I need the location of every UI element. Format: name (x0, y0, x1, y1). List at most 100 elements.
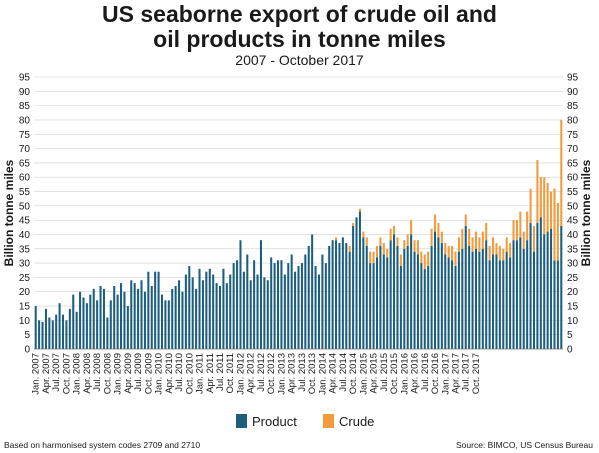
bar-product (96, 300, 99, 349)
bar-product (495, 254, 498, 349)
bar-product (140, 280, 143, 349)
bar-crude (556, 202, 559, 261)
bar-product (85, 303, 88, 349)
bar-product (273, 263, 276, 349)
y-tick-label-right: 5 (567, 330, 573, 341)
bar-product (335, 240, 338, 349)
x-tick-label: Oct. 2007 (61, 353, 72, 394)
bar-product (294, 271, 297, 349)
bar-product (246, 254, 249, 349)
bars (34, 119, 563, 349)
y-tick-label-left: 30 (19, 259, 31, 270)
bar-product (55, 314, 58, 349)
x-tick-label: Jan. 2014 (317, 353, 328, 395)
bar-product (256, 274, 259, 349)
bar-product (515, 240, 518, 349)
x-tick-label: Oct. 2012 (266, 353, 277, 394)
y-tick-label-right: 25 (567, 273, 579, 284)
bar-product (532, 251, 536, 349)
bar-product (283, 274, 286, 349)
bar-product (75, 311, 78, 349)
bar-crude (457, 237, 460, 252)
y-tick-label-left: 90 (19, 87, 31, 98)
bar-product (38, 320, 41, 349)
bar-crude (362, 231, 365, 238)
bar-product (543, 234, 546, 349)
bar-crude (396, 237, 399, 246)
x-tick-label: Oct. 2009 (143, 353, 154, 394)
bar-product (396, 245, 399, 349)
x-tick-label: Jul. 2011 (215, 353, 226, 391)
y-tick-label-left: 25 (19, 273, 31, 284)
bar-crude (488, 245, 491, 261)
bar-crude (420, 251, 423, 264)
bar-crude (519, 211, 522, 238)
bar-product (454, 265, 457, 349)
legend-swatch-product (236, 414, 247, 428)
x-tick-label: Jan. 2007 (31, 353, 42, 395)
x-tick-label: Jan. 2008 (72, 353, 83, 395)
bar-product (550, 228, 553, 349)
bar-product (160, 294, 164, 349)
x-tick-label: Jan. 2010 (154, 353, 165, 395)
bar-product (208, 268, 211, 349)
x-tick-label: Jul. 2009 (133, 353, 144, 392)
bar-crude (427, 251, 430, 266)
x-tick-label: Jan. 2009 (113, 353, 124, 395)
y-tick-label-left: 95 (19, 73, 31, 84)
x-tick-label: Oct. 2010 (184, 353, 195, 394)
bar-product (522, 248, 525, 349)
bar-crude (403, 240, 406, 249)
bar-crude (423, 254, 426, 269)
bar-crude (539, 177, 542, 218)
bar-product (430, 245, 433, 349)
bar-crude (546, 182, 549, 232)
bar-product (225, 283, 228, 349)
bar-crude (348, 245, 351, 252)
bar-product (79, 291, 82, 349)
bar-product (324, 263, 327, 349)
bar-crude (433, 214, 437, 232)
bar-product (109, 300, 112, 349)
y-tick-label-left: 45 (19, 216, 31, 227)
footnote: Based on harmonised system codes 2709 an… (4, 440, 201, 450)
bar-product (317, 274, 321, 349)
legend-label-crude: Crude (339, 414, 374, 429)
bar-product (120, 283, 123, 349)
bar-product (222, 268, 225, 349)
x-tick-label: Jul. 2007 (51, 353, 62, 392)
bar-product (352, 225, 355, 349)
bar-product (297, 265, 300, 349)
bar-product (239, 240, 242, 349)
bar-product (102, 288, 105, 349)
bar-product (526, 240, 529, 349)
bar-product (440, 243, 443, 349)
bar-product (474, 248, 477, 349)
bar-crude (478, 237, 481, 252)
y-tick-label-right: 20 (567, 287, 579, 298)
bar-product (492, 254, 495, 349)
bar-product (461, 248, 464, 349)
bar-product (147, 271, 150, 349)
bar-product (116, 294, 119, 349)
y-tick-label-right: 30 (567, 259, 579, 270)
bar-crude (495, 243, 498, 255)
bar-product (290, 254, 293, 349)
y-tick-label-left: 60 (19, 173, 31, 184)
x-tick-label: Jan. 2011 (195, 353, 206, 394)
x-tick-label: Jan. 2012 (235, 353, 246, 395)
bar-product (447, 257, 450, 349)
bar-product (218, 286, 222, 349)
bar-product (413, 251, 416, 349)
bar-product (195, 288, 198, 349)
x-tick-label: Jul. 2013 (297, 353, 308, 392)
bar-crude (550, 191, 553, 229)
bar-product (99, 286, 102, 349)
bar-product (560, 225, 563, 349)
bar-product (276, 260, 280, 349)
bar-product (358, 211, 361, 349)
x-tick-label: Jan. 2015 (358, 353, 369, 395)
bar-product (410, 234, 413, 349)
bar-product (386, 257, 389, 349)
bar-product (58, 303, 61, 349)
